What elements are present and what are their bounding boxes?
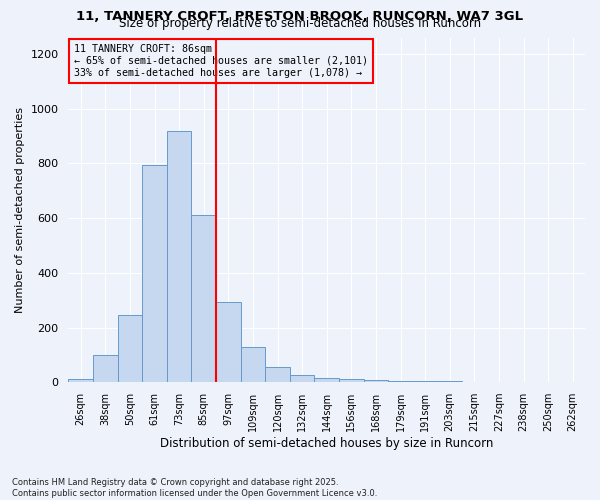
Text: Contains HM Land Registry data © Crown copyright and database right 2025.
Contai: Contains HM Land Registry data © Crown c… — [12, 478, 377, 498]
Bar — [413, 381, 437, 382]
Bar — [290, 376, 314, 382]
Text: 11 TANNERY CROFT: 86sqm
← 65% of semi-detached houses are smaller (2,101)
33% of: 11 TANNERY CROFT: 86sqm ← 65% of semi-de… — [74, 44, 368, 78]
Bar — [364, 380, 388, 382]
Bar — [314, 378, 339, 382]
Bar — [68, 380, 93, 382]
Bar — [191, 216, 216, 382]
Bar — [241, 346, 265, 382]
Bar — [167, 130, 191, 382]
Text: 11, TANNERY CROFT, PRESTON BROOK, RUNCORN, WA7 3GL: 11, TANNERY CROFT, PRESTON BROOK, RUNCOR… — [76, 10, 524, 23]
Bar — [142, 164, 167, 382]
Bar — [118, 315, 142, 382]
Bar — [339, 380, 364, 382]
Bar — [93, 355, 118, 382]
Bar — [265, 367, 290, 382]
Text: Size of property relative to semi-detached houses in Runcorn: Size of property relative to semi-detach… — [119, 18, 481, 30]
Bar — [388, 381, 413, 382]
Bar — [216, 302, 241, 382]
X-axis label: Distribution of semi-detached houses by size in Runcorn: Distribution of semi-detached houses by … — [160, 437, 493, 450]
Y-axis label: Number of semi-detached properties: Number of semi-detached properties — [15, 107, 25, 313]
